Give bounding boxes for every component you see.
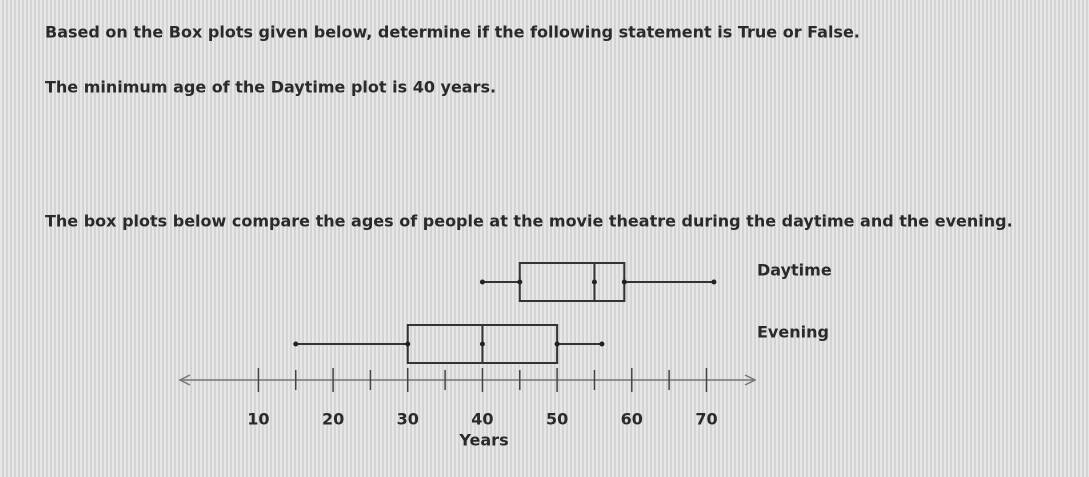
- point: [479, 341, 485, 347]
- x-tick-label: 60: [621, 410, 643, 429]
- x-tick-label: 30: [397, 410, 419, 429]
- point: [621, 279, 627, 285]
- series-label: Evening: [757, 323, 829, 342]
- box: [518, 262, 626, 302]
- x-tick-label: 20: [322, 410, 344, 429]
- point: [479, 279, 485, 285]
- point: [405, 341, 411, 347]
- axis-arrow: [178, 374, 191, 386]
- chart-title: The box plots below compare the ages of …: [45, 212, 1013, 231]
- series-label: Daytime: [757, 261, 832, 280]
- point: [711, 279, 717, 285]
- instruction: Based on the Box plots given below, dete…: [45, 23, 860, 42]
- point: [599, 341, 605, 347]
- x-axis-label: Years: [458, 431, 508, 450]
- x-tick-label: 50: [546, 410, 568, 429]
- x-tick-label: 40: [471, 410, 493, 429]
- axis-arrow: [744, 374, 757, 386]
- statement: The minimum age of the Daytime plot is 4…: [45, 78, 496, 97]
- point: [293, 341, 299, 347]
- point: [554, 341, 560, 347]
- x-tick-label: 70: [695, 410, 717, 429]
- point: [591, 279, 597, 285]
- point: [517, 279, 523, 285]
- x-tick-label: 10: [247, 410, 269, 429]
